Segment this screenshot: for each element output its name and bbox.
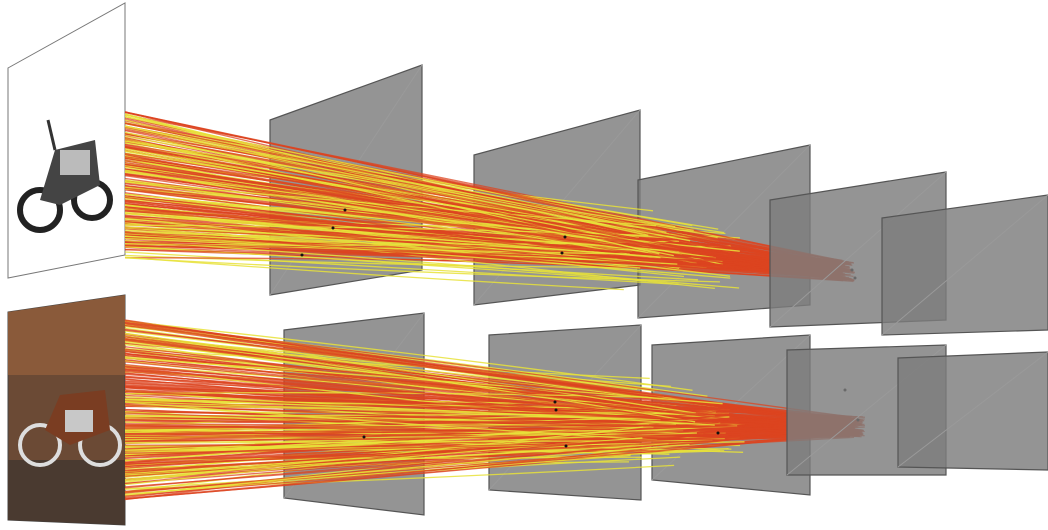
activation-dot [565, 445, 568, 448]
activation-dot [363, 436, 366, 439]
body: (() => { const svg = document.getElement… [0, 0, 1048, 530]
floor [8, 460, 125, 525]
activation-dot [555, 409, 558, 412]
engine [60, 150, 90, 175]
image-frame [8, 3, 125, 278]
input-image-bottom [8, 295, 125, 525]
background [8, 295, 125, 375]
activation-dot [717, 432, 720, 435]
scene [0, 0, 1048, 530]
activation-dot [554, 401, 557, 404]
activation-dot [344, 209, 347, 212]
activation-dot [564, 236, 567, 239]
page: {} html, body { margin: 0; padding: 0; b… [0, 0, 1048, 530]
activation-dot [561, 252, 564, 255]
activation-dot [332, 227, 335, 230]
engine [65, 410, 93, 432]
layer-planes [770, 172, 1048, 475]
activation-dot [301, 254, 304, 257]
input-image-top [8, 3, 125, 278]
